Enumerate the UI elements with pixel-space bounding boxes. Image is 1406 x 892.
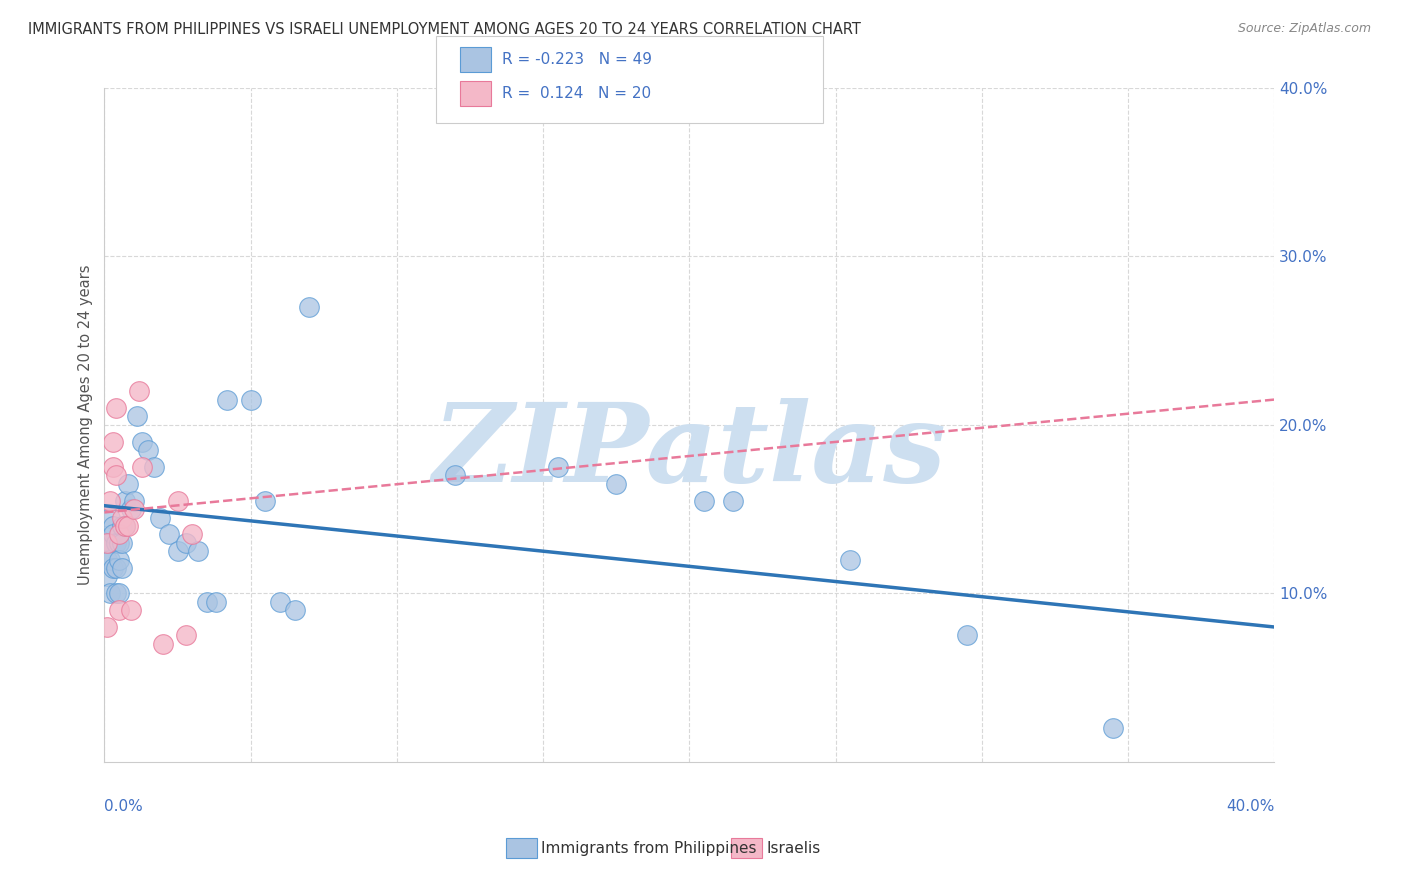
Point: [105, 535, 128, 549]
Point: [101, 561, 124, 575]
Point: [181, 527, 204, 541]
Point: [254, 493, 277, 508]
Point: [111, 510, 134, 524]
Text: ZIPatlas: ZIPatlas: [433, 398, 946, 506]
Point: [136, 443, 159, 458]
Y-axis label: Unemployment Among Ages 20 to 24 years: Unemployment Among Ages 20 to 24 years: [79, 265, 93, 585]
Point: [96, 552, 118, 566]
Point: [96, 569, 118, 583]
Point: [101, 459, 124, 474]
Point: [108, 535, 131, 549]
Point: [101, 434, 124, 449]
Point: [283, 603, 305, 617]
Point: [547, 459, 569, 474]
Point: [105, 468, 128, 483]
Point: [114, 493, 136, 508]
Point: [143, 459, 166, 474]
Point: [605, 476, 627, 491]
Point: [131, 459, 153, 474]
Point: [122, 493, 145, 508]
Point: [98, 552, 121, 566]
Point: [131, 434, 153, 449]
Point: [101, 519, 124, 533]
Point: [239, 392, 262, 407]
Text: IMMIGRANTS FROM PHILIPPINES VS ISRAELI UNEMPLOYMENT AMONG AGES 20 TO 24 YEARS CO: IMMIGRANTS FROM PHILIPPINES VS ISRAELI U…: [28, 22, 860, 37]
Point: [693, 493, 716, 508]
Point: [157, 527, 180, 541]
Point: [111, 561, 134, 575]
Point: [108, 603, 131, 617]
Point: [98, 586, 121, 600]
Point: [114, 519, 136, 533]
Point: [108, 552, 131, 566]
Point: [111, 519, 134, 533]
Text: Source: ZipAtlas.com: Source: ZipAtlas.com: [1237, 22, 1371, 36]
Point: [105, 561, 128, 575]
Point: [174, 535, 197, 549]
Point: [204, 595, 226, 609]
Point: [187, 544, 209, 558]
Point: [956, 628, 979, 642]
Point: [269, 595, 291, 609]
Point: [444, 468, 467, 483]
Point: [111, 535, 134, 549]
Point: [122, 502, 145, 516]
Point: [120, 502, 142, 516]
Point: [117, 476, 139, 491]
Text: 0.0%: 0.0%: [104, 799, 143, 814]
Point: [105, 401, 128, 415]
Point: [98, 535, 121, 549]
Point: [120, 603, 142, 617]
Point: [166, 544, 188, 558]
Point: [195, 595, 218, 609]
Point: [298, 300, 321, 314]
Text: R = -0.223   N = 49: R = -0.223 N = 49: [502, 53, 652, 67]
Point: [105, 586, 128, 600]
Text: 40.0%: 40.0%: [1226, 799, 1274, 814]
Point: [101, 527, 124, 541]
Point: [117, 519, 139, 533]
Point: [96, 535, 118, 549]
Point: [98, 493, 121, 508]
Point: [149, 510, 172, 524]
Text: Immigrants from Philippines: Immigrants from Philippines: [541, 841, 756, 855]
Point: [217, 392, 239, 407]
Point: [152, 637, 174, 651]
Point: [839, 552, 862, 566]
Point: [96, 535, 118, 549]
Point: [114, 519, 136, 533]
Text: Israelis: Israelis: [766, 841, 821, 855]
Point: [166, 493, 188, 508]
Point: [723, 493, 745, 508]
Point: [1102, 721, 1125, 735]
Point: [108, 586, 131, 600]
Text: R =  0.124   N = 20: R = 0.124 N = 20: [502, 87, 651, 101]
Point: [128, 384, 150, 399]
Point: [174, 628, 197, 642]
Point: [96, 620, 118, 634]
Point: [108, 527, 131, 541]
Point: [125, 409, 148, 424]
Point: [98, 510, 121, 524]
